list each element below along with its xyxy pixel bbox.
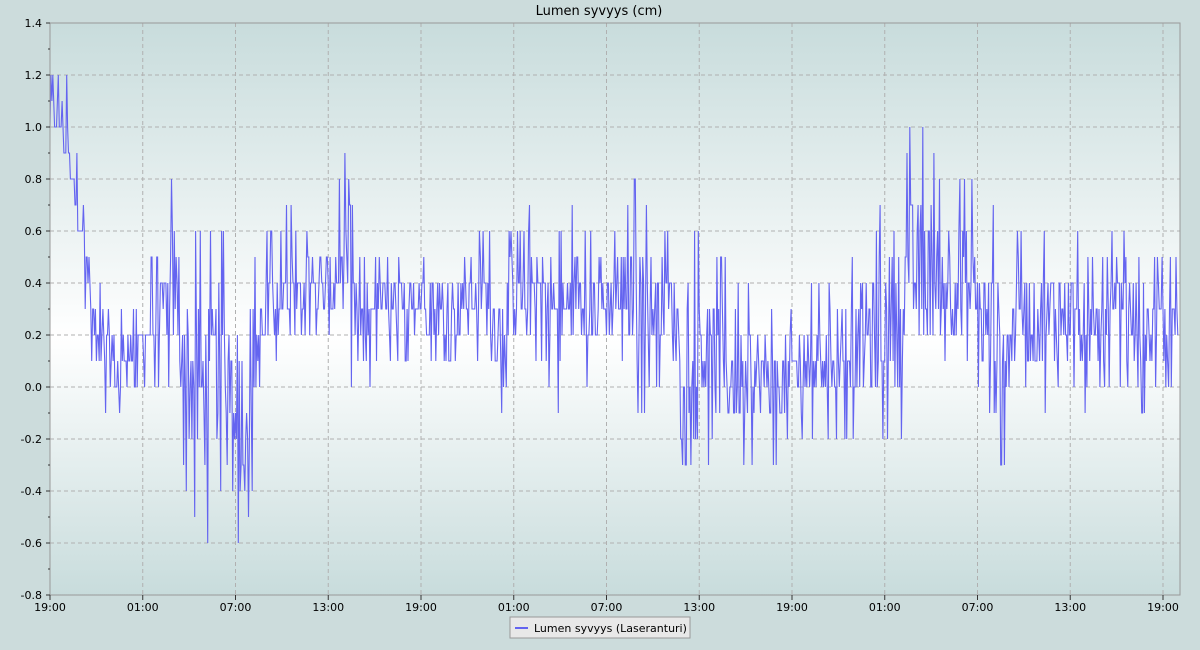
x-tick-label: 13:00 [1054,601,1086,614]
x-tick-label: 01:00 [127,601,159,614]
series-line [49,74,1179,544]
x-tick-label: 19:00 [34,601,66,614]
x-tick-label: 07:00 [591,601,623,614]
x-axis: 19:00 01:00 07:00 13:00 19:00 01:00 07:00 13:00… [34,595,1179,614]
y-tick-label: 0.6 [25,225,43,238]
y-tick-label: 0.0 [25,381,43,394]
x-tick-label: 01:00 [869,601,901,614]
y-tick-label: -0.6 [21,537,42,550]
x-tick-label: 13:00 [683,601,715,614]
series-layer [49,74,1179,544]
x-tick-label: 19:00 [776,601,808,614]
y-tick-label: 0.2 [25,329,43,342]
y-tick-label: -0.2 [21,433,42,446]
y-tick-label: 0.8 [25,173,43,186]
legend[interactable]: Lumen syvyys (Laseranturi) [509,616,691,639]
y-tick-label: 1.0 [25,121,43,134]
y-tick-label: -0.4 [21,485,42,498]
x-tick-label: 19:00 [405,601,437,614]
y-axis: -0.8 -0.6 -0.4 -0.2 0.0 0.2 0.4 0.6 0.8 1.0 1.2 1.4 [21,17,50,602]
y-tick-label: 1.4 [25,17,43,30]
chart-title: Lumen syvyys (cm) [536,4,663,19]
legend-box [509,616,691,639]
x-tick-label: 01:00 [498,601,530,614]
x-tick-label: 07:00 [220,601,252,614]
y-tick-label: 1.2 [25,69,43,82]
x-tick-label: 13:00 [312,601,344,614]
legend-label: Lumen syvyys (Laseranturi) [534,622,687,635]
x-tick-label: 07:00 [962,601,994,614]
y-tick-label: -0.8 [21,589,42,602]
x-tick-label: 19:00 [1147,601,1179,614]
y-tick-label: 0.4 [25,277,43,290]
